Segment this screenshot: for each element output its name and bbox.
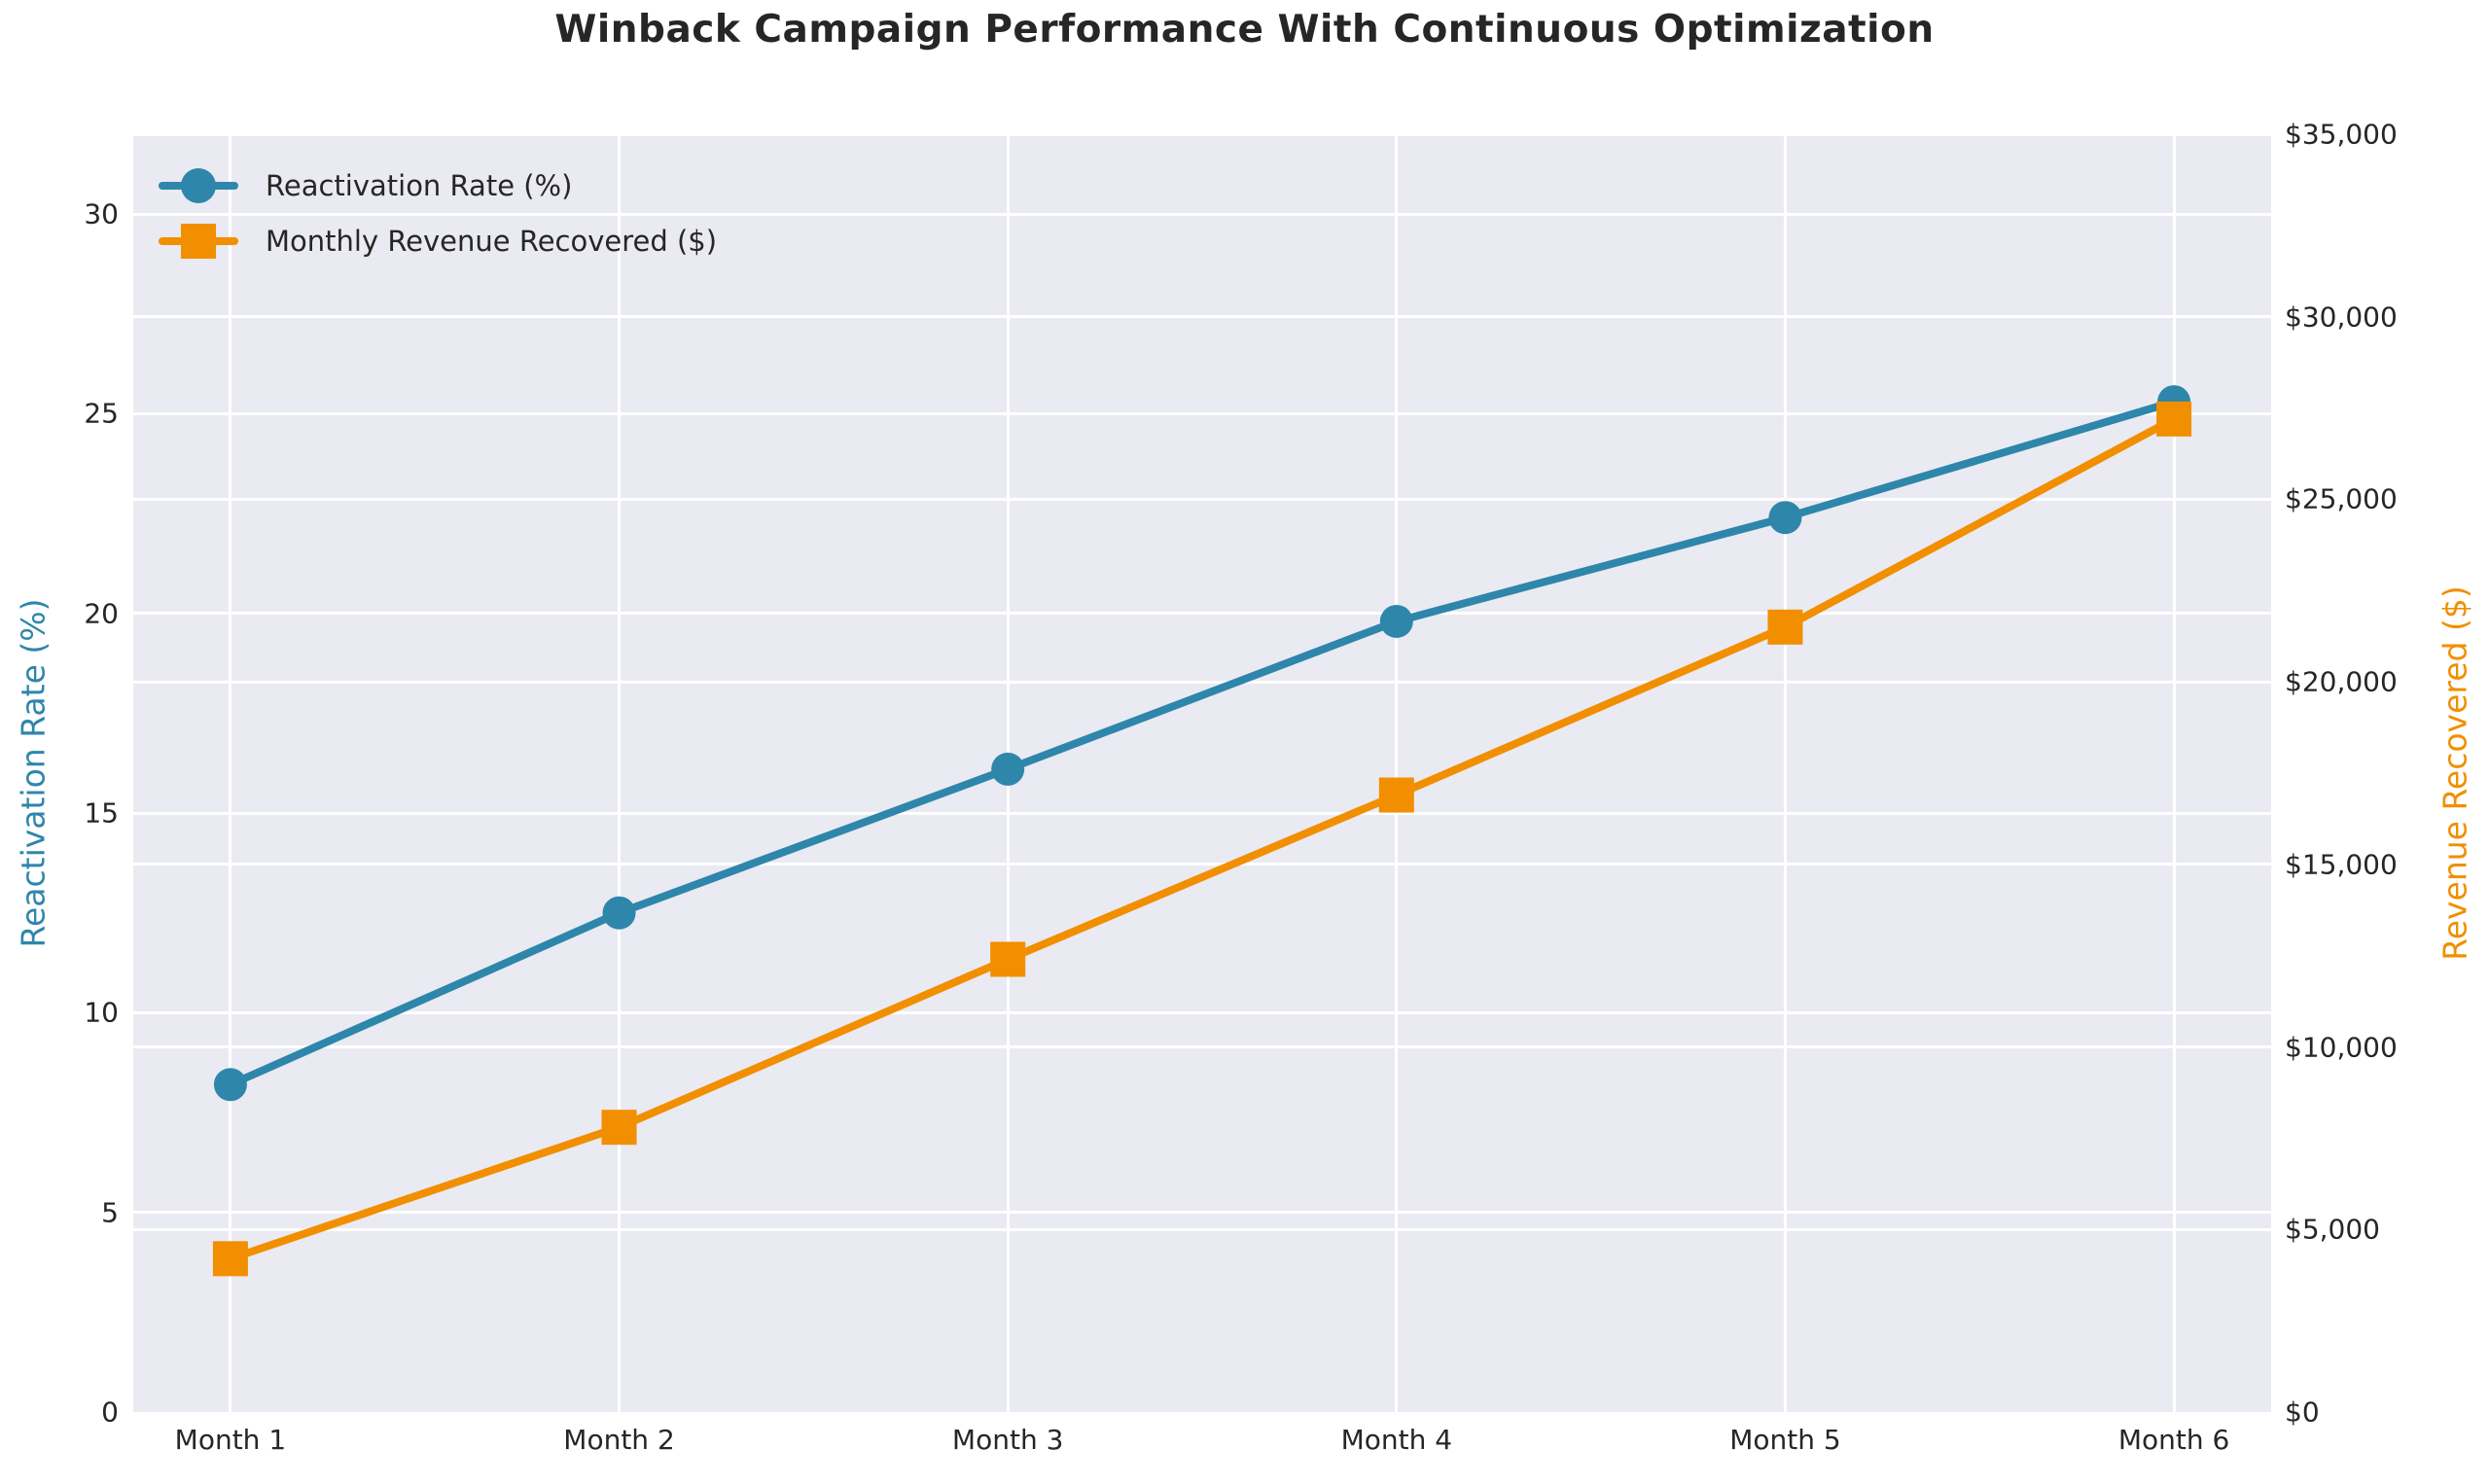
v-gridline-5 xyxy=(1783,134,1787,1412)
data-point-circle-4 xyxy=(1379,604,1413,638)
circle-marker-icon xyxy=(181,167,216,203)
legend-item-reactivation-rate: Reactivation Rate (%) xyxy=(159,158,717,213)
x-tick-2: Month 2 xyxy=(563,1424,675,1456)
series-line-0 xyxy=(226,398,2179,1089)
legend-item-monthly-revenue: Monthly Revenue Recovered ($) xyxy=(159,213,717,268)
h-gridline-right-10000 xyxy=(133,1045,2271,1049)
data-point-circle-2 xyxy=(602,896,636,930)
legend: Reactivation Rate (%) Monthly Revenue Re… xyxy=(159,158,717,268)
x-tick-4: Month 4 xyxy=(1340,1424,1453,1456)
y-tick-right-20000: $20,000 xyxy=(2285,665,2398,698)
v-gridline-2 xyxy=(618,134,622,1412)
v-gridline-1 xyxy=(229,134,232,1412)
h-gridline-right-25000 xyxy=(133,497,2271,501)
data-point-circle-5 xyxy=(1768,501,1802,535)
y-tick-right-15000: $15,000 xyxy=(2285,848,2398,881)
h-gridline-left-30 xyxy=(133,212,2271,216)
h-gridline-left-20 xyxy=(133,612,2271,616)
y-tick-left-15: 15 xyxy=(84,796,119,830)
h-gridline-left-5 xyxy=(133,1211,2271,1215)
data-point-circle-3 xyxy=(991,752,1025,786)
y-tick-right-5000: $5,000 xyxy=(2285,1213,2380,1246)
x-tick-3: Month 3 xyxy=(951,1424,1064,1456)
data-point-circle-1 xyxy=(213,1068,247,1102)
h-gridline-left-15 xyxy=(133,811,2271,815)
series-plot-svg xyxy=(212,385,2192,1277)
legend-label: Monthly Revenue Recovered ($) xyxy=(266,224,718,258)
series-line-1 xyxy=(226,414,2179,1263)
y-tick-left-10: 10 xyxy=(84,996,119,1029)
y-tick-right-0: $0 xyxy=(2285,1396,2320,1429)
h-gridline-right-35000 xyxy=(133,134,2271,136)
y-tick-left-5: 5 xyxy=(101,1196,119,1229)
y-tick-right-35000: $35,000 xyxy=(2285,118,2398,151)
h-gridline-left-10 xyxy=(133,1010,2271,1014)
v-gridline-4 xyxy=(1395,134,1399,1412)
legend-swatch-line-circle-icon xyxy=(159,166,238,205)
v-gridline-6 xyxy=(2172,134,2176,1412)
data-point-square-1 xyxy=(212,1241,248,1277)
y-tick-left-0: 0 xyxy=(101,1396,119,1429)
h-gridline-right-15000 xyxy=(133,863,2271,866)
x-tick-5: Month 5 xyxy=(1729,1424,1841,1456)
y-axis-left-title: Reactivation Rate (%) xyxy=(14,598,53,948)
h-gridline-right-30000 xyxy=(133,315,2271,319)
plot-area: Reactivation Rate (%) Monthly Revenue Re… xyxy=(133,134,2271,1412)
y-tick-left-25: 25 xyxy=(84,397,119,430)
data-point-square-5 xyxy=(1767,609,1803,645)
x-tick-1: Month 1 xyxy=(174,1424,287,1456)
h-gridline-right-5000 xyxy=(133,1227,2271,1231)
h-gridline-right-20000 xyxy=(133,680,2271,684)
legend-swatch-line-square-icon xyxy=(159,222,238,261)
data-point-square-6 xyxy=(2156,401,2192,437)
h-gridline-left-25 xyxy=(133,411,2271,415)
y-axis-right-title: Revenue Recovered ($) xyxy=(2436,585,2474,961)
data-point-square-3 xyxy=(990,941,1026,977)
y-tick-right-10000: $10,000 xyxy=(2285,1031,2398,1064)
data-point-square-4 xyxy=(1378,777,1414,813)
chart-title: Winback Campaign Performance With Contin… xyxy=(554,8,1935,52)
y-tick-left-20: 20 xyxy=(84,597,119,630)
legend-label: Reactivation Rate (%) xyxy=(266,168,573,202)
x-tick-6: Month 6 xyxy=(2117,1424,2230,1456)
square-marker-icon xyxy=(181,223,216,259)
data-point-square-2 xyxy=(601,1110,637,1146)
y-tick-left-30: 30 xyxy=(84,197,119,230)
y-tick-right-25000: $25,000 xyxy=(2285,482,2398,515)
y-tick-right-30000: $30,000 xyxy=(2285,300,2398,334)
